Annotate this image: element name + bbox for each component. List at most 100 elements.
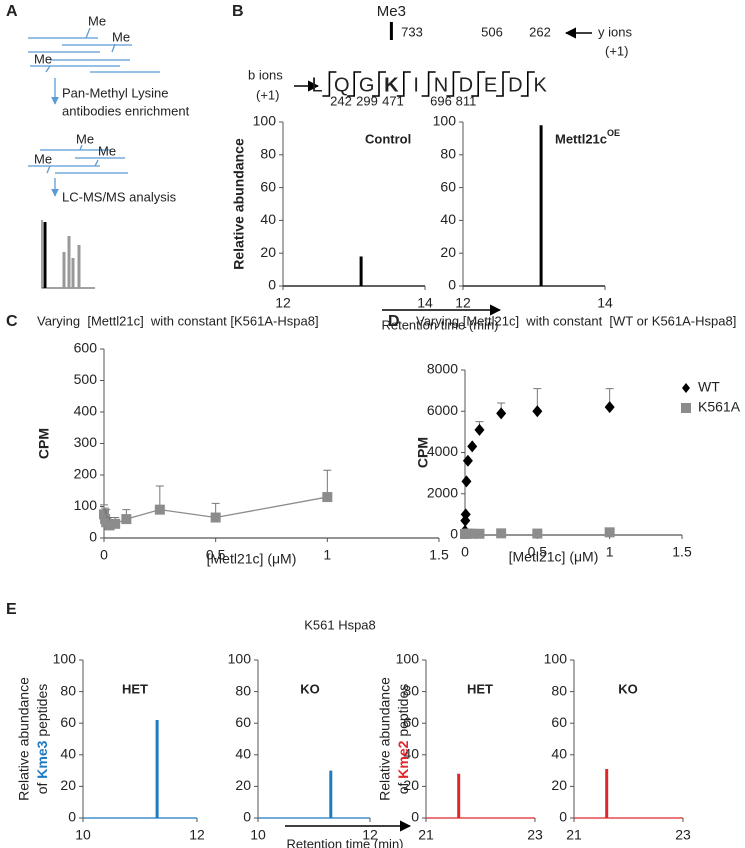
b-ion-label: (+1)	[256, 87, 279, 102]
workflow-diagram	[28, 27, 160, 197]
y-tick-label: 300	[74, 434, 98, 450]
panel-label: D	[388, 313, 400, 330]
label-part: of	[34, 782, 50, 794]
fragment-bracket	[372, 71, 386, 97]
y-tick-label: 80	[260, 146, 276, 162]
x-tick-label: 21	[418, 827, 434, 843]
fragment-bracket	[347, 71, 362, 97]
residue: N	[434, 74, 448, 96]
x-axis-label: Retention time (min)	[286, 836, 403, 848]
fragment-bracket	[396, 71, 411, 97]
chart-title: HET	[122, 681, 148, 696]
data-point	[110, 518, 121, 529]
y-tick-label: 500	[74, 371, 98, 387]
x-tick-label: 10	[250, 827, 266, 843]
y-tick-label: 100	[396, 651, 420, 667]
y-tick-label: 8000	[427, 361, 458, 377]
x-tick-label: 1.5	[672, 544, 692, 560]
data-point	[322, 492, 333, 503]
data-point	[154, 504, 165, 515]
residue: I	[413, 74, 419, 96]
data-point	[604, 527, 615, 538]
data-point	[467, 528, 478, 539]
legend-label: WT	[698, 379, 720, 395]
fragment-bracket	[421, 71, 436, 97]
legend-marker	[681, 403, 691, 413]
methyl-label: Me	[98, 143, 116, 158]
y-tick-label: 20	[551, 777, 567, 793]
y-tick-label: 20	[260, 244, 276, 260]
y-tick-label: 60	[235, 714, 251, 730]
x-tick-label: 12	[189, 827, 205, 843]
x-tick-label: 0.5	[206, 547, 226, 563]
data-point	[474, 423, 485, 436]
methyl-label: Me	[88, 13, 106, 28]
y-axis-label: Relative abundance	[16, 677, 32, 801]
y-tick-label: 0	[450, 526, 458, 542]
panel-label: B	[232, 3, 244, 20]
x-tick-label: 1	[606, 544, 614, 560]
y-tick-label: 40	[551, 746, 567, 762]
chart-title: Mettl21cOE	[555, 128, 620, 146]
y-tick-label: 80	[403, 682, 419, 698]
data-point	[104, 520, 115, 531]
y-tick-label: 40	[60, 746, 76, 762]
fragment-bracket	[520, 71, 535, 97]
residue: E	[484, 74, 497, 96]
y-axis-label: of Kme2 peptides	[395, 684, 411, 795]
data-point	[496, 528, 507, 539]
x-tick-label: 23	[675, 827, 691, 843]
b-ion-mass: 242	[330, 93, 352, 108]
residue: K	[384, 74, 399, 96]
y-tick-label: 2000	[427, 484, 458, 500]
fragment-bracket	[496, 71, 510, 97]
panel-label: E	[6, 601, 17, 618]
y-tick-label: 80	[440, 146, 456, 162]
y-axis-label: CPM	[415, 437, 431, 468]
legend-label: K561A	[698, 399, 741, 415]
y-tick-label: 0	[448, 277, 456, 293]
y-tick-label: 60	[260, 178, 276, 194]
methyl-label: Me	[76, 131, 94, 146]
title-superscript: OE	[607, 128, 620, 138]
x-tick-label: 12	[362, 827, 378, 843]
x-tick-label: 0.5	[528, 544, 548, 560]
y-tick-label: 60	[551, 714, 567, 730]
x-axis-label: [Metl21c] (μM)	[207, 551, 297, 567]
x-tick-label: 12	[275, 295, 291, 311]
y-tick-label: 0	[243, 809, 251, 825]
chart-title: Control	[365, 131, 411, 146]
data-point	[474, 528, 485, 539]
b-ion-mass: 471	[382, 93, 404, 108]
step-text: Pan-Methyl Lysine	[62, 85, 168, 100]
y-tick-label: 40	[235, 746, 251, 762]
x-tick-label: 1.5	[429, 547, 449, 563]
y-tick-label: 100	[53, 651, 77, 667]
y-ion-label: (+1)	[605, 43, 628, 58]
x-tick-label: 0	[461, 544, 469, 560]
residue: K	[534, 74, 548, 96]
y-tick-label: 40	[403, 746, 419, 762]
y-ion-label: y ions	[598, 24, 632, 39]
residue: L	[311, 74, 322, 96]
y-tick-label: 60	[60, 714, 76, 730]
x-tick-label: 12	[455, 295, 471, 311]
spectrum-icon	[41, 220, 95, 289]
y-tick-label: 0	[559, 809, 567, 825]
y-tick-label: 40	[260, 211, 276, 227]
x-tick-label: 0	[100, 547, 108, 563]
methyl-label: Me	[112, 29, 130, 44]
methyl-label: Me	[34, 51, 52, 66]
y-tick-label: 100	[544, 651, 568, 667]
y-tick-label: 40	[440, 211, 456, 227]
y-tick-label: 0	[411, 809, 419, 825]
y-tick-label: 6000	[427, 402, 458, 418]
y-ion-mass: 262	[529, 24, 551, 39]
residue: D	[508, 74, 522, 96]
y-tick-label: 20	[440, 244, 456, 260]
data-point	[496, 407, 507, 420]
y-tick-label: 20	[235, 777, 251, 793]
y-tick-label: 0	[68, 809, 76, 825]
x-tick-label: 14	[597, 295, 613, 311]
